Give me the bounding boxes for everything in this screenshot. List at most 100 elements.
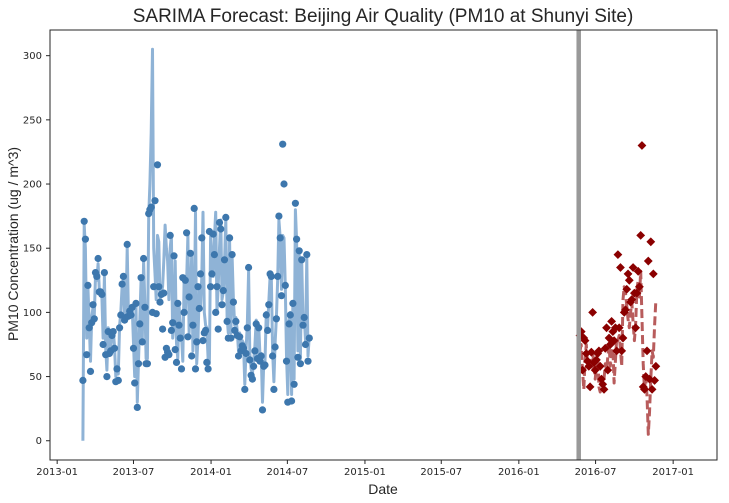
observed-point xyxy=(204,365,212,373)
x-tick-label: 2016-07 xyxy=(575,467,617,478)
forecast-observed-point xyxy=(642,346,652,356)
y-tick-label: 0 xyxy=(36,436,42,447)
observed-point xyxy=(296,360,304,368)
observed-point xyxy=(304,357,312,365)
observed-point xyxy=(84,281,92,289)
forecast-observed-point xyxy=(599,385,609,394)
forecast-observed-point xyxy=(595,361,605,371)
observed-point xyxy=(155,283,163,291)
observed-point xyxy=(257,352,265,360)
observed-point xyxy=(218,301,226,309)
forecast-observed-point xyxy=(600,343,610,353)
x-tick-label: 2013-01 xyxy=(36,467,78,478)
observed-point xyxy=(207,283,215,291)
observed-point xyxy=(194,283,202,291)
observed-point xyxy=(166,231,174,239)
observed-point xyxy=(305,334,313,342)
observed-point xyxy=(246,356,254,364)
forecast-observed-point xyxy=(628,263,638,272)
y-tick-label: 100 xyxy=(23,308,42,319)
observed-point xyxy=(270,385,278,393)
observed-point xyxy=(175,321,183,329)
observed-point xyxy=(159,325,167,333)
observed-point xyxy=(94,254,102,263)
observed-point xyxy=(261,361,269,369)
observed-point xyxy=(222,213,230,221)
observed-point xyxy=(93,272,101,280)
observed-point xyxy=(134,360,143,368)
observed-point xyxy=(198,234,206,242)
plot-area xyxy=(79,30,661,460)
observed-point xyxy=(215,218,224,227)
observed-point xyxy=(86,367,95,375)
forecast-observed-point xyxy=(616,263,625,272)
observed-point xyxy=(286,311,294,319)
forecast-observed-point xyxy=(580,336,590,346)
observed-point xyxy=(288,397,296,405)
observed-point xyxy=(214,325,222,333)
observed-point xyxy=(103,373,111,381)
forecast-observed-point xyxy=(632,288,642,298)
observed-point xyxy=(295,247,303,255)
x-tick-label: 2016-01 xyxy=(498,467,540,478)
observed-point xyxy=(188,352,196,360)
observed-point xyxy=(185,293,193,301)
forecast-observed-point xyxy=(588,307,598,317)
y-tick-label: 250 xyxy=(23,115,42,126)
observed-point xyxy=(165,351,173,359)
x-tick-label: 2015-01 xyxy=(344,467,386,478)
observed-point xyxy=(208,270,216,278)
observed-point xyxy=(141,303,149,311)
forecast-observed-point xyxy=(623,269,633,279)
observed-point xyxy=(196,270,205,278)
observed-point xyxy=(109,328,117,336)
observed-point xyxy=(116,324,124,332)
observed-point xyxy=(269,352,277,360)
observed-point xyxy=(90,315,98,323)
observed-point xyxy=(228,251,236,259)
y-tick-label: 150 xyxy=(23,244,42,255)
x-tick-label: 2014-01 xyxy=(190,467,232,478)
observed-point xyxy=(298,256,306,264)
observed-point xyxy=(217,225,225,233)
forecast-observed-point xyxy=(636,230,646,240)
observed-point xyxy=(152,310,160,318)
forecast-observed-point xyxy=(608,327,618,337)
observed-point xyxy=(153,161,162,169)
observed-point xyxy=(203,358,211,366)
observed-point xyxy=(213,283,221,291)
observed-point xyxy=(147,203,155,211)
observed-point xyxy=(276,234,284,242)
observed-point xyxy=(236,333,244,341)
observed-point xyxy=(151,197,159,205)
observed-point xyxy=(272,315,280,323)
forecast-observed-point xyxy=(648,269,658,279)
observed-point xyxy=(262,311,270,319)
observed-point xyxy=(195,304,203,313)
observed-point xyxy=(119,272,127,280)
observed-point xyxy=(202,326,210,334)
observed-point xyxy=(277,292,286,300)
observed-point xyxy=(138,338,146,346)
forecast-observed-point xyxy=(635,282,644,292)
observed-point xyxy=(245,263,253,272)
observed-point xyxy=(169,319,177,327)
observed-point xyxy=(171,346,179,354)
observed-point xyxy=(232,317,240,325)
observed-point xyxy=(172,358,181,366)
observed-point xyxy=(248,375,256,383)
observed-point xyxy=(301,340,310,349)
observed-point xyxy=(189,321,197,329)
x-axis-label: Date xyxy=(368,481,398,497)
forecast-observed-point xyxy=(614,323,624,333)
forecast-observed-point xyxy=(651,361,661,371)
forecast-observed-point xyxy=(602,323,611,333)
forecast-observed-point xyxy=(624,275,634,285)
observed-point xyxy=(181,276,189,284)
forecast-observed-point xyxy=(590,365,600,375)
observed-point xyxy=(129,344,138,352)
chart-title: SARIMA Forecast: Beijing Air Quality (PM… xyxy=(133,6,634,27)
observed-point xyxy=(212,308,220,316)
observed-point xyxy=(267,272,275,280)
